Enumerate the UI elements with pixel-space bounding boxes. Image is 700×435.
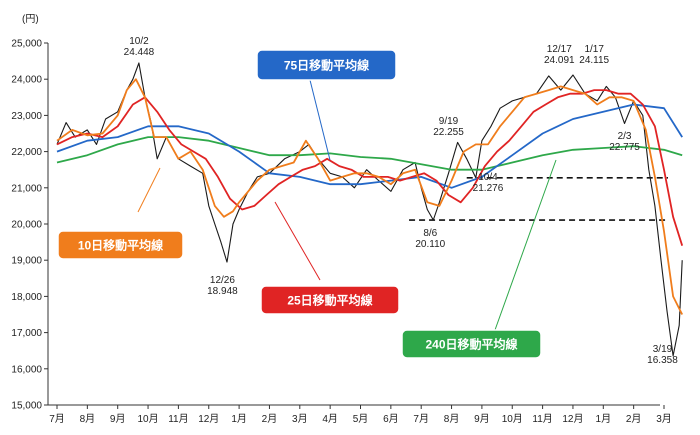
x-tick-label: 5月 xyxy=(353,413,369,425)
y-tick-label: 23,000 xyxy=(11,111,42,122)
legend: 75日移動平均線 10日移動平均線 25日移動平均線 240日移動平均線 xyxy=(57,49,557,359)
series-line xyxy=(56,78,684,315)
y-tick-label: 19,000 xyxy=(11,256,42,267)
y-tick-label: 15,000 xyxy=(11,401,42,412)
legend-pointer xyxy=(494,159,557,331)
legend-box xyxy=(256,49,397,81)
y-tick-label: 18,000 xyxy=(11,292,42,303)
x-tick-label: 7月 xyxy=(49,413,65,425)
x-tick-label: 9月 xyxy=(474,413,490,425)
reference-lines xyxy=(409,177,668,221)
legend-label: 10日移動平均線 xyxy=(78,238,163,253)
annotation-value: 21.276 xyxy=(473,183,504,194)
y-tick-label: 25,000 xyxy=(11,39,42,50)
series-line xyxy=(56,89,684,246)
annotation-date: 8/6 xyxy=(423,228,437,239)
annotation-date: 10/2 xyxy=(129,36,149,47)
annotation-date: 1/17 xyxy=(584,44,604,55)
legend-box xyxy=(260,285,400,315)
annotation-value: 24.115 xyxy=(579,55,609,66)
series-line xyxy=(56,103,683,189)
annotation-value: 16.358 xyxy=(647,355,678,366)
legend-label: 75日移動平均線 xyxy=(284,58,369,73)
x-tick-label: 2月 xyxy=(262,413,278,425)
legend-label: 240日移動平均線 xyxy=(425,337,517,352)
x-tick-label: 2月 xyxy=(626,413,642,425)
y-tick-label: 16,000 xyxy=(11,364,42,375)
x-tick-label: 10月 xyxy=(137,413,158,425)
y-tick-label: 22,000 xyxy=(11,147,42,158)
y-tick-label: 24,000 xyxy=(11,75,42,86)
annotation-value: 18.948 xyxy=(207,286,238,297)
x-tick-label: 9月 xyxy=(110,413,126,425)
x-tick-label: 11月 xyxy=(168,413,188,425)
annotation-value: 24.448 xyxy=(124,47,155,58)
legend-pointer xyxy=(309,79,331,161)
y-tick-label: 20,000 xyxy=(11,220,42,231)
x-tick-label: 1月 xyxy=(231,413,247,425)
x-tick-label: 7月 xyxy=(413,413,429,425)
y-axis: 15,000 16,000 17,000 18,000 19,000 20,000 21,0… xyxy=(11,39,49,412)
annotation-value: 20.110 xyxy=(415,239,445,250)
x-axis: 7月 8月 9月 10月 11月 12月 1月 2月 3月 4月 5月 6月 7月 8月 9月 10月 11月 1… xyxy=(48,404,672,425)
series-line xyxy=(56,136,683,171)
annotation-date: 9/19 xyxy=(439,116,459,127)
legend-pointer xyxy=(274,201,321,281)
annotation-date: 2/3 xyxy=(618,131,632,142)
annotation-value: 24.091 xyxy=(544,55,575,66)
y-tick-label: 21,000 xyxy=(11,183,42,194)
legend-box xyxy=(401,329,542,359)
annotation-date: 3/19 xyxy=(653,344,673,355)
annotation-value: 22.775 xyxy=(609,142,640,153)
legend-box xyxy=(57,230,184,260)
y-tick-label: 17,000 xyxy=(11,328,42,339)
annotation-date: 12/17 xyxy=(547,44,572,55)
x-tick-label: 12月 xyxy=(198,413,219,425)
x-tick-label: 1月 xyxy=(596,413,612,425)
legend-label: 25日移動平均線 xyxy=(287,293,372,308)
annotation-date: 12/26 xyxy=(210,275,235,286)
x-tick-label: 10月 xyxy=(502,413,523,425)
x-tick-label: 3月 xyxy=(656,413,672,425)
x-tick-label: 3月 xyxy=(292,413,308,425)
x-tick-label: 4月 xyxy=(322,413,338,425)
annotation-value: 22.255 xyxy=(433,127,464,138)
x-tick-label: 8月 xyxy=(444,413,460,425)
x-tick-label: 11月 xyxy=(532,413,552,425)
annotation-date: 10/4 xyxy=(478,172,498,183)
series-layer xyxy=(56,62,684,357)
x-tick-label: 12月 xyxy=(562,413,583,425)
x-tick-label: 6月 xyxy=(383,413,399,425)
x-tick-label: 8月 xyxy=(80,413,96,425)
unit-label: (円) xyxy=(22,14,39,25)
legend-pointer xyxy=(137,167,161,213)
